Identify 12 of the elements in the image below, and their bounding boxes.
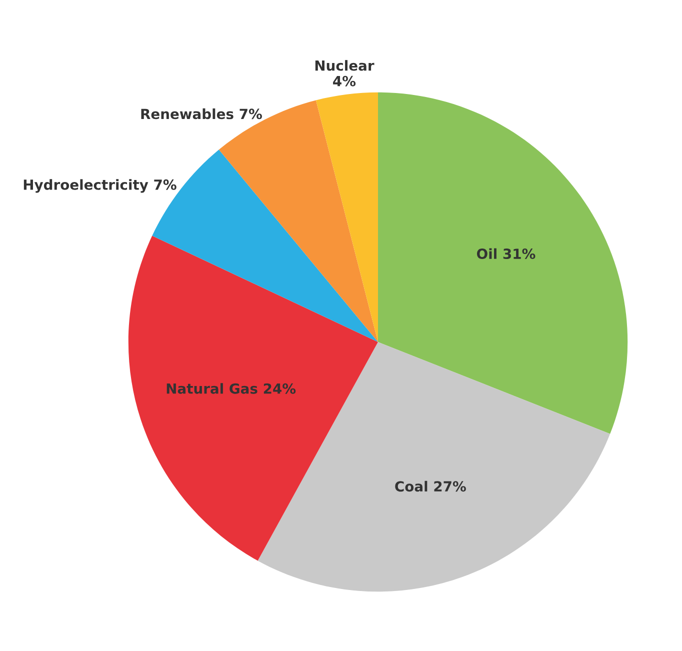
slice-label: Natural Gas 24%: [166, 383, 296, 394]
pie-slice: [152, 150, 378, 342]
slice-label: Nuclear: [315, 60, 374, 71]
pie-slice: [316, 92, 378, 342]
pie-slice: [258, 342, 610, 592]
data-label: 4%: [333, 76, 356, 86]
slice-label: Renewables 7%: [141, 108, 262, 120]
pie-slice: [128, 236, 378, 561]
pie-slice: [378, 92, 628, 434]
slice-label: Oil 31%: [476, 248, 536, 260]
slice-label: Coal 27%: [395, 480, 466, 492]
slice-label: Hydroelectricity 7%: [24, 179, 176, 193]
